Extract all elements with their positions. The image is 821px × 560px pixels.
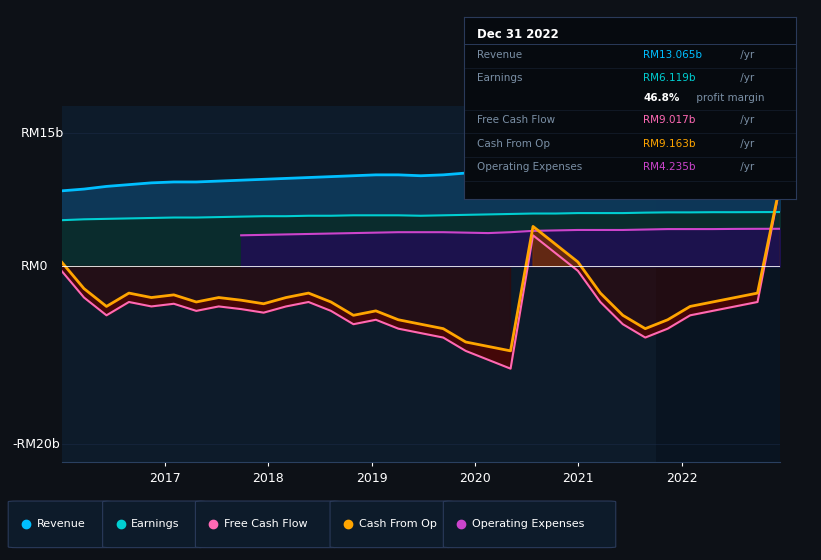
FancyBboxPatch shape <box>195 501 339 548</box>
Text: RM0: RM0 <box>21 260 48 273</box>
Text: /yr: /yr <box>736 139 754 149</box>
Text: profit margin: profit margin <box>693 94 765 103</box>
Text: Dec 31 2022: Dec 31 2022 <box>477 28 559 41</box>
Text: /yr: /yr <box>736 162 754 172</box>
Text: Free Cash Flow: Free Cash Flow <box>224 519 308 529</box>
Text: Revenue: Revenue <box>37 519 85 529</box>
Text: RM6.119b: RM6.119b <box>644 73 696 83</box>
Text: Operating Expenses: Operating Expenses <box>472 519 585 529</box>
Text: Free Cash Flow: Free Cash Flow <box>477 115 555 125</box>
Text: RM13.065b: RM13.065b <box>644 50 703 59</box>
Text: Earnings: Earnings <box>477 73 523 83</box>
Text: Operating Expenses: Operating Expenses <box>477 162 582 172</box>
FancyBboxPatch shape <box>330 501 453 548</box>
Text: /yr: /yr <box>736 73 754 83</box>
Text: RM4.235b: RM4.235b <box>644 162 696 172</box>
FancyBboxPatch shape <box>103 501 205 548</box>
Text: Earnings: Earnings <box>131 519 180 529</box>
Text: Revenue: Revenue <box>477 50 522 59</box>
Text: Cash From Op: Cash From Op <box>477 139 550 149</box>
Text: -RM20b: -RM20b <box>12 438 60 451</box>
Text: RM15b: RM15b <box>21 127 64 139</box>
Text: Cash From Op: Cash From Op <box>359 519 437 529</box>
Text: 46.8%: 46.8% <box>644 94 680 103</box>
FancyBboxPatch shape <box>8 501 111 548</box>
Text: RM9.163b: RM9.163b <box>644 139 696 149</box>
Text: /yr: /yr <box>736 50 754 59</box>
FancyBboxPatch shape <box>443 501 616 548</box>
Bar <box>656 106 780 462</box>
Text: RM9.017b: RM9.017b <box>644 115 695 125</box>
Text: /yr: /yr <box>736 115 754 125</box>
